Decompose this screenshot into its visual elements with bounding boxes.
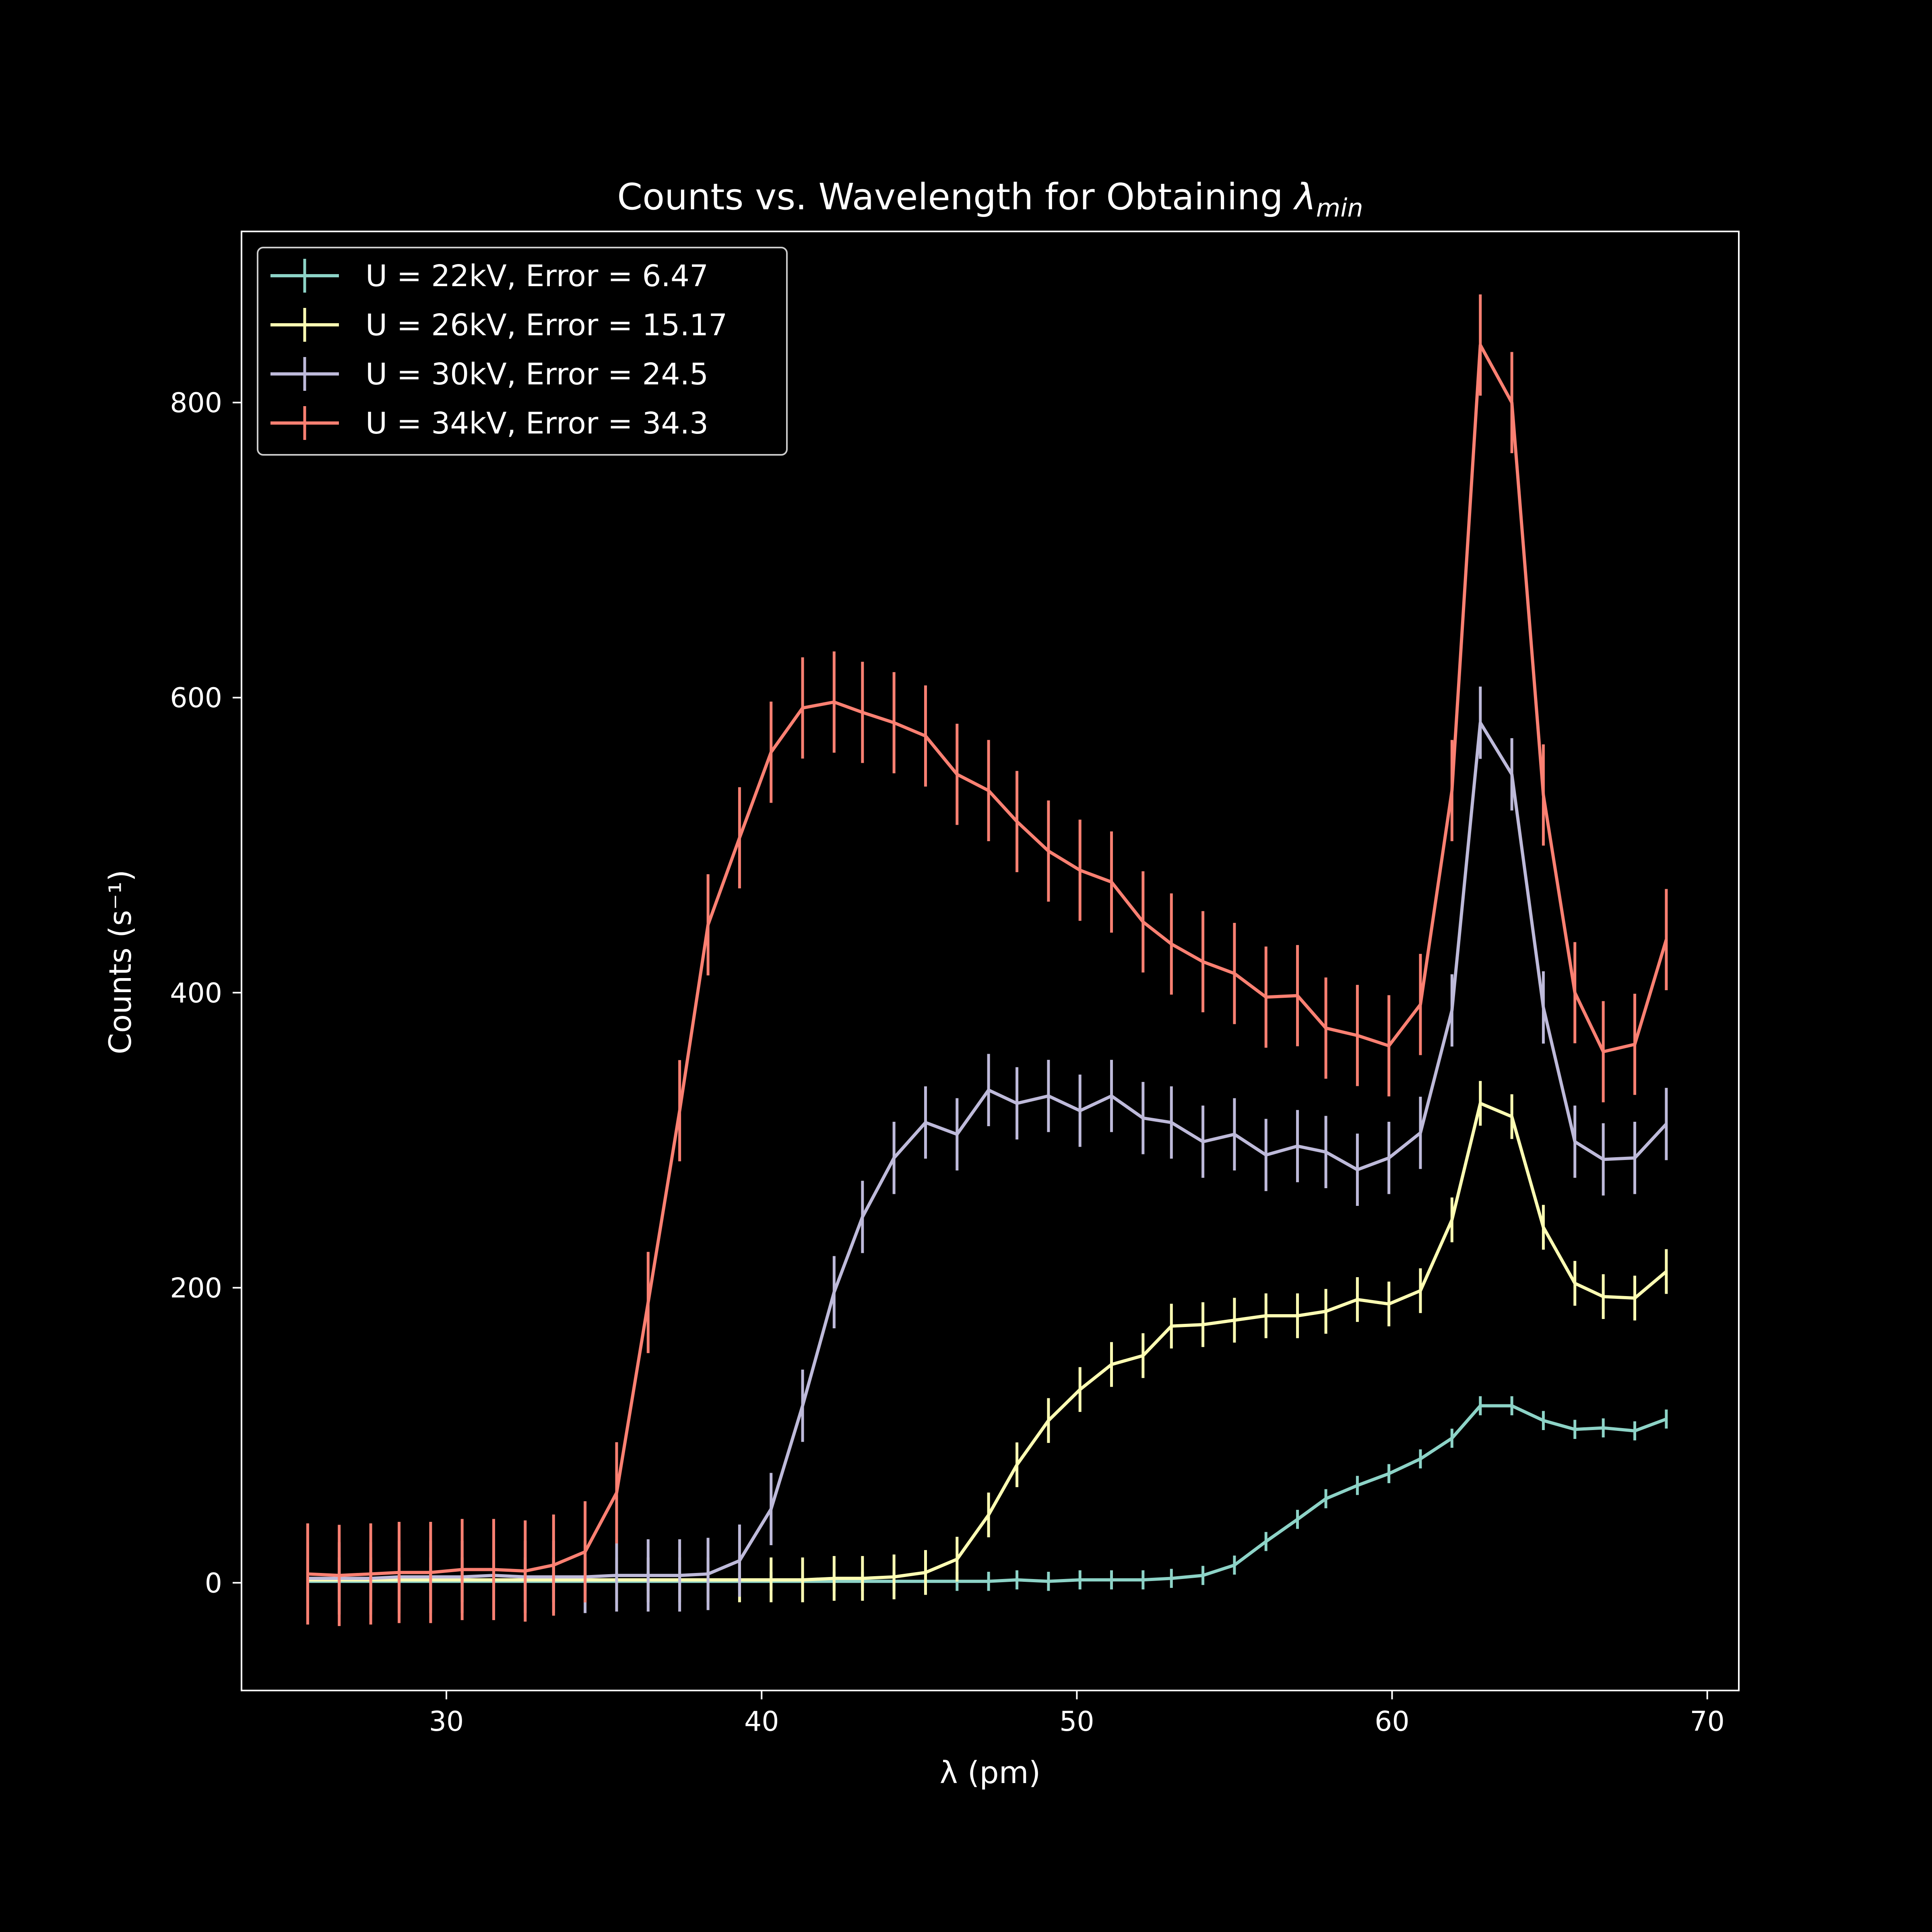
series-line <box>308 1102 1668 1582</box>
legend-item: U = 34kV, Error = 34.3 <box>270 406 708 441</box>
legend-item: U = 26kV, Error = 15.17 <box>270 308 727 343</box>
x-tick-label: 40 <box>744 1706 779 1738</box>
legend: U = 22kV, Error = 6.47 U = 26kV, Error = … <box>257 247 788 456</box>
y-tick-label: 600 <box>170 682 222 714</box>
series-line <box>308 343 1668 1577</box>
x-axis: 30 40 50 60 70 <box>429 1690 1725 1738</box>
legend-item: U = 30kV, Error = 24.5 <box>270 357 708 392</box>
x-tick-label: 50 <box>1059 1706 1094 1738</box>
legend-item: U = 22kV, Error = 6.47 <box>270 259 708 293</box>
legend-label: U = 22kV, Error = 6.47 <box>365 259 708 293</box>
x-tick-label: 60 <box>1375 1706 1410 1738</box>
y-axis-label: Counts (s⁻¹) <box>102 870 138 1055</box>
y-tick-label: 0 <box>205 1567 222 1599</box>
series-line <box>308 721 1668 1580</box>
title-subscript: min <box>1316 193 1363 223</box>
chart-title: Counts vs. Wavelength for Obtaining λmin <box>617 176 1363 223</box>
series-4 <box>306 294 1668 1626</box>
x-tick-label: 30 <box>429 1706 464 1738</box>
y-tick-label: 800 <box>170 387 222 419</box>
y-tick-label: 400 <box>170 977 222 1009</box>
legend-label: U = 34kV, Error = 34.3 <box>365 406 708 441</box>
x-axis-label: λ (pm) <box>940 1754 1041 1790</box>
plot-area <box>306 294 1668 1626</box>
y-axis: 0 200 400 600 800 <box>170 387 242 1599</box>
title-lambda: λ <box>1293 176 1316 218</box>
x-tick-label: 70 <box>1690 1706 1725 1738</box>
legend-label: U = 26kV, Error = 15.17 <box>365 308 727 343</box>
plot-frame <box>241 231 1740 1691</box>
legend-label: U = 30kV, Error = 24.5 <box>365 357 708 392</box>
legend-box <box>257 247 788 456</box>
y-tick-label: 200 <box>170 1272 222 1304</box>
